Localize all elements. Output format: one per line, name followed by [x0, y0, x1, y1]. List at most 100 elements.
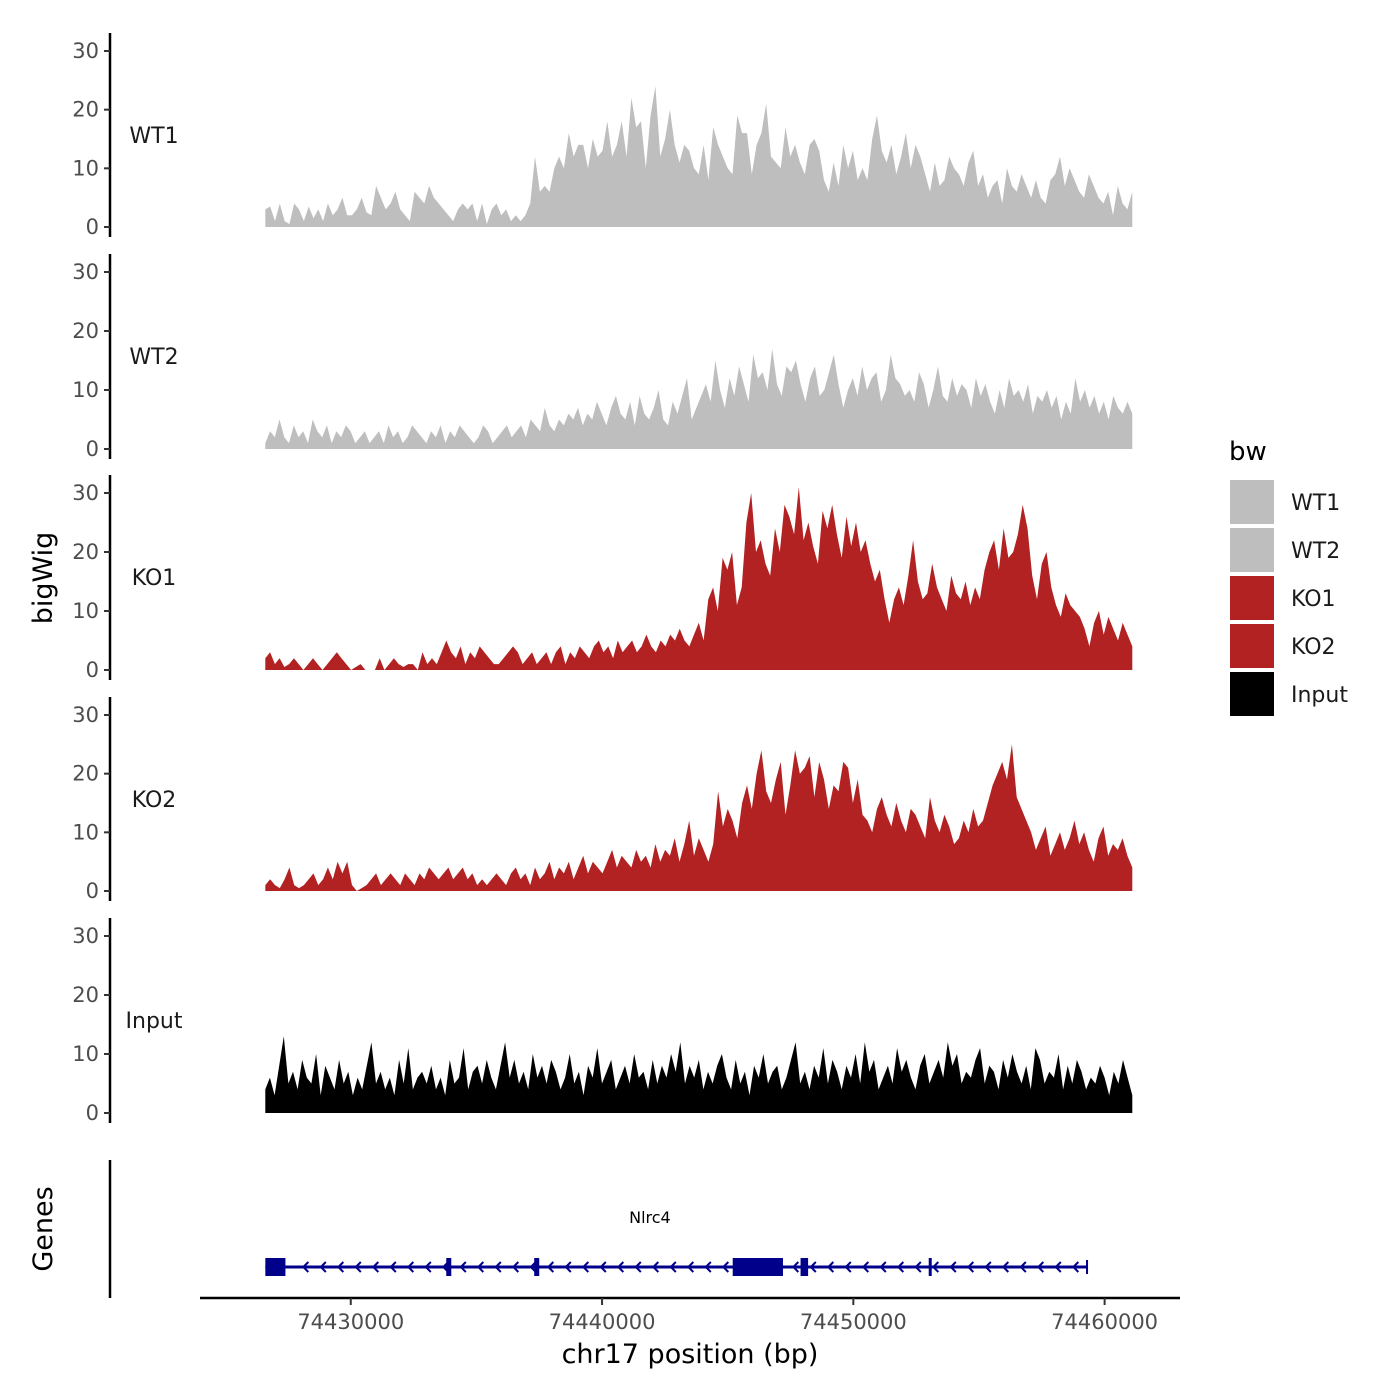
x-axis-title: chr17 position (bp) [562, 1339, 819, 1370]
strand-arrow [581, 1261, 590, 1273]
y-tick-label: 0 [86, 215, 99, 239]
legend-swatch-ko2 [1228, 622, 1276, 670]
gene-exon [928, 1258, 932, 1276]
legend-swatch-ko1 [1228, 574, 1276, 622]
y-tick-label: 10 [72, 378, 99, 402]
strand-arrow [844, 1261, 852, 1273]
y-tick-label: 30 [72, 260, 99, 284]
track-ko1: 0 10 20 30 KO1 [72, 475, 1133, 682]
x-tick-label: 74430000 [297, 1310, 404, 1334]
strand-arrow [931, 1261, 940, 1273]
y-tick-label: 0 [86, 879, 99, 903]
legend-swatch-input [1228, 670, 1276, 718]
legend-label-input: Input [1291, 683, 1348, 708]
strand-arrow [371, 1261, 380, 1273]
strand-arrow [494, 1261, 502, 1273]
coverage-area-wt1 [265, 86, 1133, 227]
coverage-area-ko1 [265, 487, 1133, 670]
y-tick-label: 30 [72, 703, 99, 727]
gene-exon [800, 1258, 809, 1276]
gene-exon [534, 1258, 540, 1276]
strand-arrow [1071, 1261, 1080, 1273]
strand-arrow [476, 1261, 485, 1273]
strand-arrow [301, 1261, 310, 1273]
x-tick-label: 74450000 [800, 1310, 907, 1334]
strand-arrow [879, 1261, 887, 1273]
gene-exon [732, 1258, 783, 1276]
track-wt2: 0 10 20 30 WT2 [72, 254, 1133, 461]
strand-arrow [896, 1261, 905, 1273]
y-tick-label: 20 [72, 540, 99, 564]
strand-arrow [389, 1261, 397, 1273]
y-tick-label: 10 [72, 156, 99, 180]
y-tick-label: 20 [72, 762, 99, 786]
strand-arrow [914, 1261, 922, 1273]
strand-arrow [1036, 1261, 1045, 1273]
strand-arrow [511, 1261, 520, 1273]
track-label-ko2: KO2 [132, 788, 177, 813]
strand-arrow [721, 1261, 730, 1273]
x-axis: 74430000 74440000 74450000 74460000 chr17 po… [200, 1296, 1180, 1370]
track-label-input: Input [126, 1009, 183, 1034]
strand-arrow [546, 1261, 555, 1273]
gene-track: Genes Nlrc4 [28, 1160, 1089, 1298]
y-tick-label: 20 [72, 319, 99, 343]
strand-arrow [354, 1261, 362, 1273]
track-label-wt2: WT2 [129, 345, 178, 370]
gene-exon [265, 1258, 286, 1276]
y-axis-title: bigWig [28, 532, 59, 625]
track-wt1: 0 10 20 30 WT1 [72, 33, 1133, 239]
legend-title: bw [1229, 437, 1267, 467]
strand-arrow [406, 1261, 415, 1273]
strand-arrow [424, 1261, 432, 1273]
strand-arrow [949, 1261, 957, 1273]
legend-label-wt1: WT1 [1291, 491, 1340, 516]
strand-arrow [599, 1261, 607, 1273]
y-tick-label: 10 [72, 1042, 99, 1066]
gene-name-label: Nlrc4 [629, 1208, 671, 1227]
coverage-area-input [265, 1036, 1133, 1113]
strand-arrow [669, 1261, 677, 1273]
genes-axis-title: Genes [28, 1186, 59, 1271]
strand-arrow [984, 1261, 992, 1273]
strand-arrow [651, 1261, 660, 1273]
strand-arrow [686, 1261, 695, 1273]
strand-arrow [704, 1261, 712, 1273]
legend-label-ko2: KO2 [1291, 635, 1336, 660]
strand-arrow [1019, 1261, 1027, 1273]
legend-label-wt2: WT2 [1291, 539, 1340, 564]
strand-arrow [809, 1261, 817, 1273]
strand-arrow [319, 1261, 327, 1273]
track-input: 0 10 20 30 Input [72, 918, 1133, 1125]
strand-arrow [459, 1261, 467, 1273]
y-tick-label: 10 [72, 820, 99, 844]
y-tick-label: 0 [86, 658, 99, 682]
x-tick-label: 74460000 [1051, 1310, 1158, 1334]
strand-arrow [564, 1261, 572, 1273]
strand-arrow [1054, 1261, 1062, 1273]
y-tick-label: 30 [72, 924, 99, 948]
track-ko2: 0 10 20 30 KO2 [72, 697, 1133, 903]
y-tick-label: 20 [72, 983, 99, 1007]
y-tick-label: 0 [86, 437, 99, 461]
strand-arrow [966, 1261, 975, 1273]
legend-swatch-wt1 [1228, 478, 1276, 526]
strand-arrow [1001, 1261, 1010, 1273]
track-label-wt1: WT1 [129, 124, 178, 149]
coverage-area-wt2 [265, 348, 1133, 449]
legend-label-ko1: KO1 [1291, 587, 1336, 612]
coverage-area-ko2 [265, 744, 1133, 891]
track-label-ko1: KO1 [132, 566, 177, 591]
x-tick-label: 74440000 [549, 1310, 656, 1334]
y-tick-label: 20 [72, 98, 99, 122]
strand-arrow [826, 1261, 835, 1273]
y-tick-label: 0 [86, 1101, 99, 1125]
legend: bw WT1 WT2 KO1 KO2 Input [1228, 437, 1348, 718]
strand-arrow [529, 1261, 537, 1273]
y-tick-label: 10 [72, 599, 99, 623]
y-tick-label: 30 [72, 481, 99, 505]
strand-arrow [634, 1261, 642, 1273]
legend-swatch-wt2 [1228, 526, 1276, 574]
